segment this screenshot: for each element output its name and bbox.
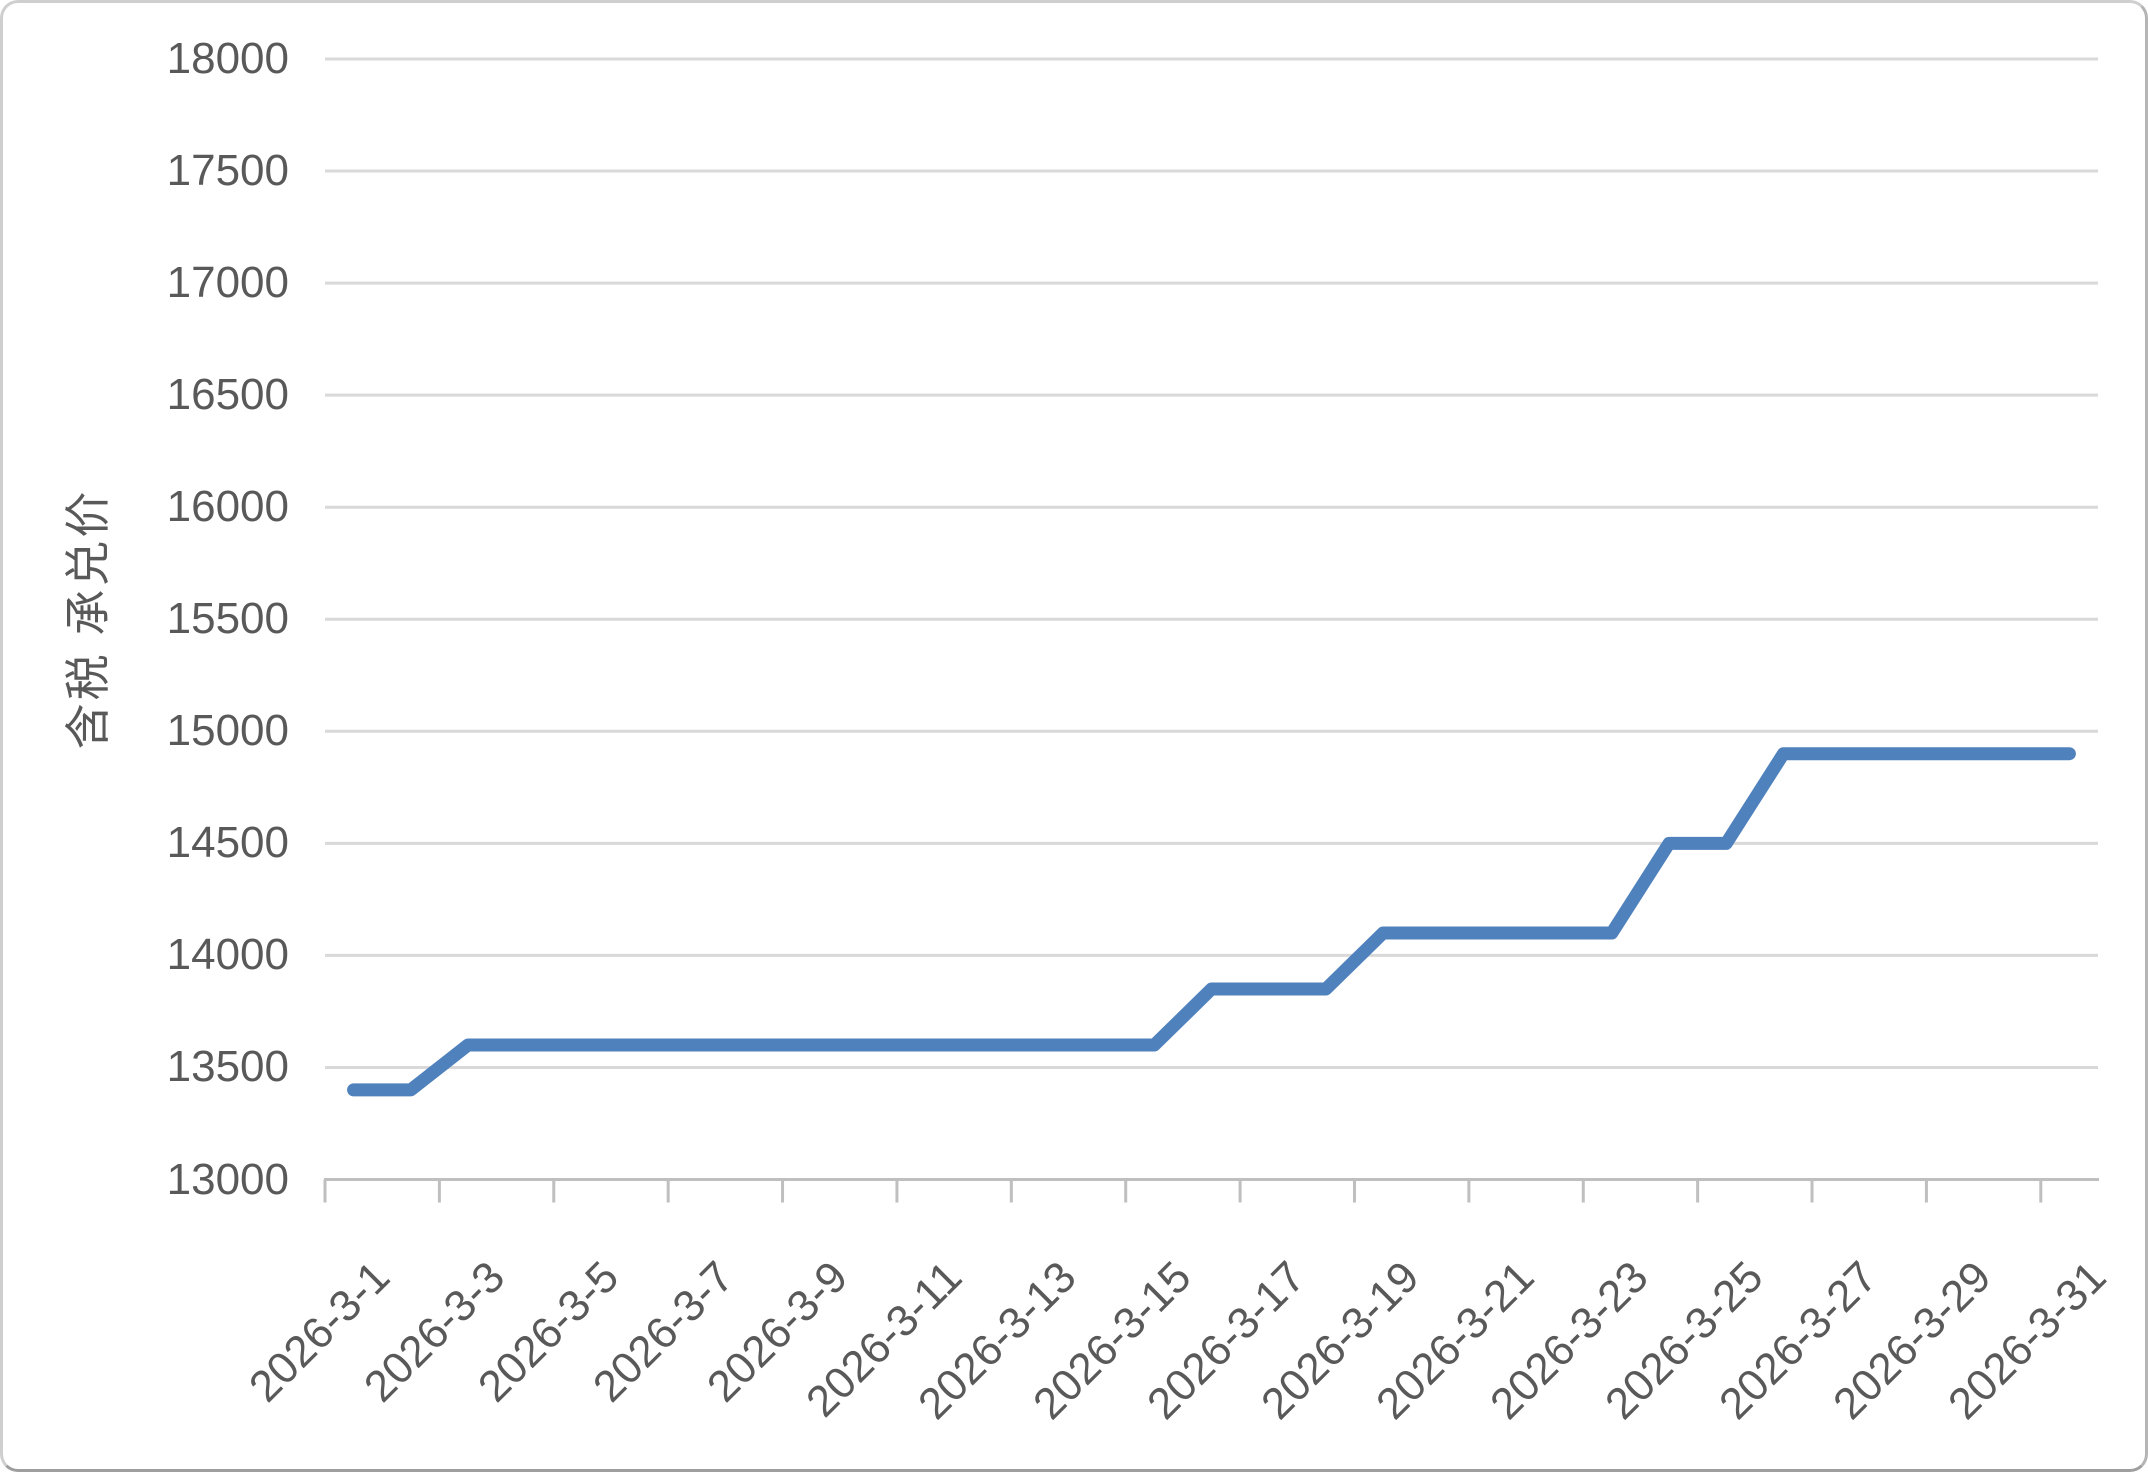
y-axis-tick-label: 14000 [166,930,289,980]
y-axis-tick-label: 17500 [166,146,289,196]
price-line [347,747,2076,1097]
y-axis-tick-label: 15000 [166,706,289,756]
y-axis-tick-label: 16500 [166,370,289,420]
y-axis-tick-label: 13500 [166,1042,289,1092]
y-axis-tick-label: 17000 [166,258,289,308]
y-axis-tick-label: 16000 [166,482,289,532]
y-axis-tick-label: 14500 [166,818,289,868]
plot-area [323,57,2099,1203]
y-axis-tick-label: 13000 [166,1154,289,1204]
y-axis-tick-label: 15500 [166,594,289,644]
y-axis-tick-label: 18000 [166,34,289,83]
